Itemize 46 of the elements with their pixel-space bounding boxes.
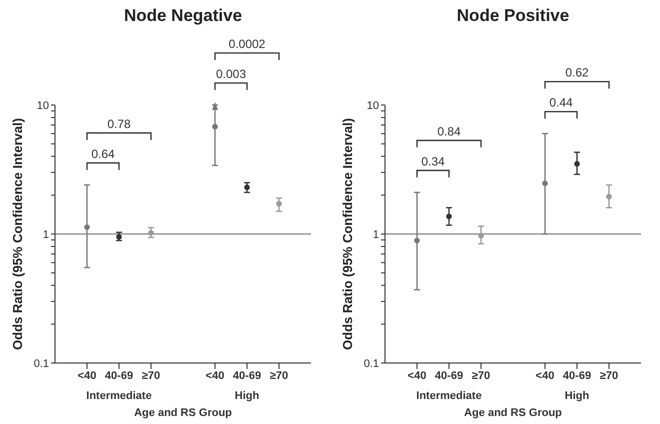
annotation: 0.84	[437, 124, 461, 138]
text: Intermediate	[416, 390, 482, 402]
text: High	[234, 390, 260, 402]
text: 0.62	[565, 66, 589, 80]
point	[542, 180, 548, 186]
point	[478, 232, 484, 239]
text: Intermediate	[86, 390, 152, 402]
point	[148, 230, 154, 236]
point	[414, 238, 420, 244]
point	[446, 214, 452, 220]
point	[276, 200, 282, 206]
x-tick-label: 40-69	[562, 370, 592, 382]
point	[84, 224, 90, 230]
chart-title: Node Positive	[456, 6, 570, 26]
text: High	[564, 390, 590, 402]
x-tick-label: 40-69	[232, 370, 262, 382]
x-axis-title: Age and RS Group	[134, 407, 232, 419]
y-axis-title: Odds Ratio (95% Confidence Interval)	[340, 118, 355, 350]
y-tick-label: 10	[366, 100, 379, 112]
point	[574, 161, 580, 167]
y-tick-label: 0.1	[364, 358, 379, 370]
x-tick-label: ≥70	[142, 370, 160, 382]
y-tick-label: 1	[42, 228, 49, 241]
x-tick-label: 40-69	[104, 370, 134, 382]
chart-title: Node Negative	[122, 6, 244, 26]
x-tick-label: ≥70	[270, 370, 288, 382]
x-tick-label: ≥70	[472, 370, 490, 382]
y-tick-label: 10	[36, 100, 49, 112]
x-tick-label: ≥70	[600, 370, 618, 382]
y-tick-label: 1	[372, 228, 379, 241]
x-tick-label: <40	[536, 370, 554, 382]
annotation: 0.44	[549, 96, 573, 110]
annotation: 0.78	[107, 116, 131, 131]
x-tick-label: <40	[206, 370, 224, 382]
point	[212, 124, 218, 130]
text: 0.0002	[228, 37, 266, 51]
x-tick-label: <40	[78, 370, 96, 382]
annotation: 0.34	[421, 154, 445, 168]
text: 0.003	[216, 67, 246, 81]
x-tick-label: <40	[408, 370, 426, 382]
y-tick-label: 0.1	[34, 358, 49, 370]
y-axis-title: Odds Ratio (95% Confidence Interval)	[10, 118, 25, 350]
x-tick-label: 40-69	[434, 370, 464, 382]
point	[606, 194, 612, 200]
x-axis-title: Age and RS Group	[464, 407, 562, 419]
annotation: 0.64	[91, 146, 115, 161]
